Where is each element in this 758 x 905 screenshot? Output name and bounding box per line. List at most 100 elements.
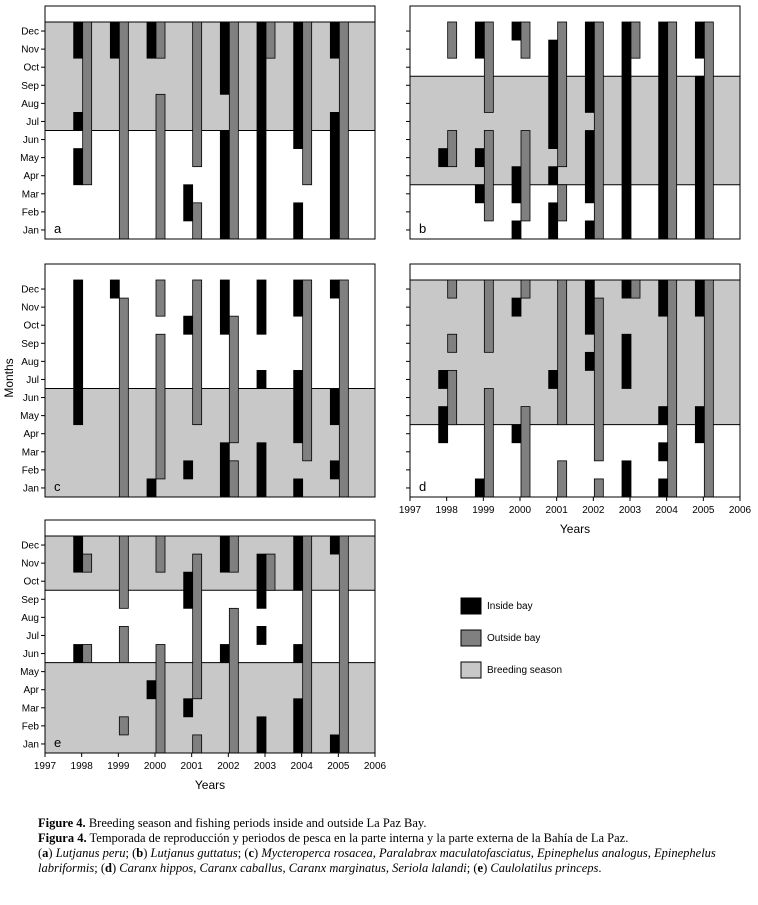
legend-label-inside: Inside bay	[487, 601, 533, 612]
caption-species: (a) Lutjanus peru; (b) Lutjanus guttatus…	[38, 846, 716, 875]
caption-spanish-label: Figura 4.	[38, 831, 87, 845]
bar-e-outside-11	[265, 553, 276, 591]
bar-d-inside-15	[694, 279, 705, 317]
month-label-e-7: Aug	[21, 613, 39, 624]
month-label-e-9: Oct	[23, 577, 39, 588]
bar-b-outside-2	[483, 21, 494, 113]
x-axis-title-e: Years	[195, 778, 225, 792]
month-label-c-7: Aug	[21, 357, 39, 368]
bar-c-inside-6	[219, 442, 230, 498]
month-label-a-11: Dec	[21, 27, 39, 38]
bar-e-inside-13	[329, 535, 340, 555]
bar-d-inside-2	[474, 478, 485, 498]
month-label-c-4: May	[20, 411, 39, 422]
bar-a-outside-4	[192, 202, 203, 240]
bar-c-inside-0	[73, 279, 84, 426]
year-label-d-8: 2005	[692, 505, 715, 516]
bar-b-inside-0	[438, 148, 449, 168]
bar-e-outside-5	[155, 535, 166, 573]
bar-a-inside-6	[219, 21, 230, 95]
bar-e-outside-13	[338, 535, 349, 754]
bar-e-inside-1	[73, 644, 84, 663]
panel-frame-d	[409, 263, 741, 498]
bar-b-inside-2	[474, 148, 485, 168]
month-label-a-10: Nov	[21, 45, 39, 56]
bar-b-inside-7	[548, 39, 559, 149]
bar-e-inside-9	[256, 716, 267, 754]
species-d: Caranx hippos, Caranx caballus, Caranx m…	[119, 861, 467, 875]
bar-e-outside-7	[192, 553, 203, 700]
bar-e-inside-0	[73, 535, 84, 573]
bar-c-outside-2	[155, 333, 166, 480]
breeding-season-c-0	[45, 388, 375, 497]
bar-b-outside-5	[520, 130, 531, 222]
bar-a-outside-3	[155, 93, 166, 240]
year-label-e-9: 2006	[364, 761, 387, 772]
species-letter-e: e	[477, 861, 484, 875]
bar-e-inside-6	[219, 644, 230, 663]
bar-b-inside-6	[511, 220, 522, 240]
bar-d-inside-9	[621, 333, 632, 389]
bar-d-outside-10	[593, 478, 604, 498]
panel-frame-a	[44, 5, 376, 240]
bar-e-outside-8	[192, 734, 203, 754]
panel-d: 1997 1998 1999 2000 2001 2002 2003 2004 2005 2006…	[399, 263, 752, 536]
bar-c-outside-5	[228, 460, 239, 498]
month-label-a-6: Jul	[26, 117, 39, 128]
bar-a-inside-0	[73, 21, 84, 59]
bar-d-outside-6	[520, 406, 531, 498]
breeding-season-e-0	[45, 662, 375, 753]
month-label-c-5: Jun	[23, 393, 39, 404]
bar-c-inside-13	[329, 279, 340, 299]
species-letter-a: a	[42, 846, 49, 860]
caption-english-text: Breeding season and fishing periods insi…	[85, 816, 427, 830]
bar-b-outside-10	[667, 21, 678, 240]
bar-b-inside-16	[694, 75, 705, 240]
species-letter-d: d	[105, 861, 112, 875]
month-label-c-1: Feb	[22, 465, 40, 476]
bar-e-outside-12	[302, 535, 313, 754]
bar-a-inside-9	[293, 21, 304, 149]
bar-b-outside-9	[630, 21, 641, 59]
bar-d-inside-16	[694, 406, 705, 444]
panel-letter-e: e	[54, 735, 61, 750]
bar-b-inside-10	[584, 21, 595, 113]
bar-d-outside-0	[447, 279, 458, 299]
bar-d-outside-2	[447, 370, 458, 426]
bar-d-outside-1	[447, 333, 458, 353]
bar-c-outside-4	[228, 315, 239, 444]
bar-d-inside-1	[438, 406, 449, 444]
month-label-e-2: Mar	[22, 703, 40, 714]
bar-c-inside-15	[329, 460, 340, 480]
bar-d-outside-3	[483, 279, 494, 353]
bar-a-inside-11	[329, 21, 340, 59]
bar-b-outside-11	[703, 21, 714, 240]
panel-letter-b: b	[419, 221, 426, 236]
panel-c: Jan Feb Mar Apr May Jun Jul Aug Sep Oct Nov Dec c	[20, 263, 376, 498]
month-label-c-8: Sep	[21, 339, 39, 350]
bar-a-inside-12	[329, 112, 340, 240]
month-label-e-6: Jul	[26, 631, 39, 642]
bar-a-outside-0	[82, 21, 93, 186]
month-label-c-11: Dec	[21, 285, 39, 296]
bar-e-outside-3	[118, 626, 129, 663]
bar-e-outside-1	[82, 644, 93, 663]
x-axis-title-d: Years	[560, 522, 590, 536]
bar-b-outside-8	[593, 21, 604, 240]
year-label-d-6: 2003	[619, 505, 642, 516]
bar-d-inside-10	[621, 460, 632, 498]
bar-d-inside-13	[658, 442, 669, 462]
bar-e-outside-2	[118, 535, 129, 609]
bar-b-inside-14	[658, 21, 669, 240]
bar-b-outside-3	[483, 130, 494, 222]
bar-a-outside-1	[118, 21, 129, 240]
month-label-e-10: Nov	[21, 559, 39, 570]
bar-e-outside-6	[155, 644, 166, 754]
year-label-e-4: 2001	[181, 761, 204, 772]
figure-caption: Figure 4. Breeding season and fishing pe…	[38, 816, 738, 876]
bar-a-inside-4	[146, 21, 157, 59]
month-label-a-0: Jan	[23, 225, 39, 236]
bar-e-outside-10	[228, 607, 239, 754]
bar-d-inside-14	[658, 478, 669, 498]
bar-e-inside-7	[256, 553, 267, 609]
